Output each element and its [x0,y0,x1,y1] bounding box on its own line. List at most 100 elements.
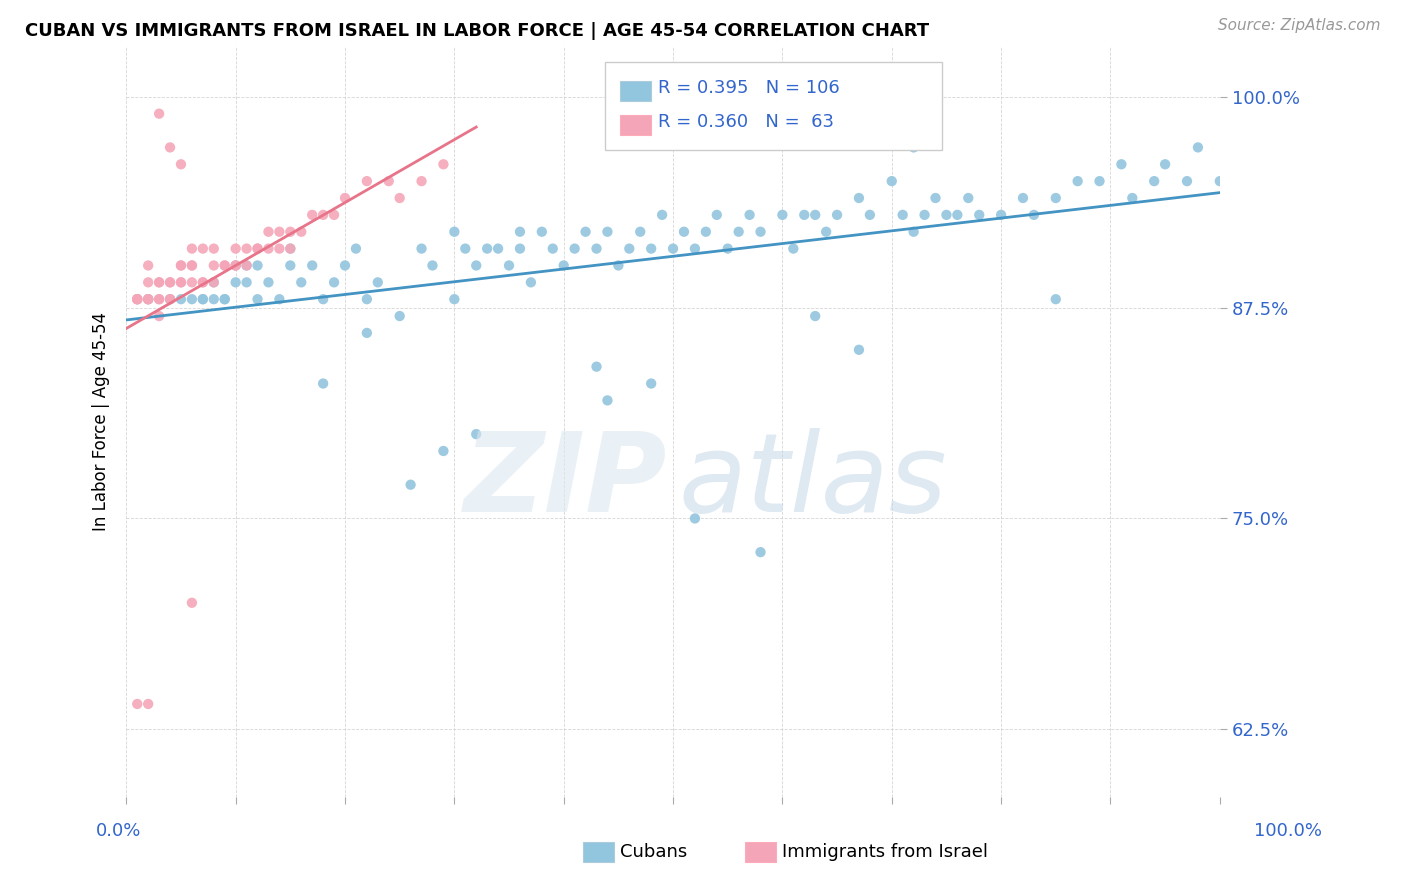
Text: Cubans: Cubans [620,843,688,861]
Point [180,242,202,256]
Point [1121,191,1143,205]
Point [235,259,257,273]
Point [136,697,159,711]
Text: ZIP: ZIP [464,428,668,535]
Point [564,242,586,256]
Point [235,276,257,290]
Point [891,208,914,222]
Point [257,276,280,290]
Point [1012,191,1035,205]
Point [1066,174,1088,188]
Point [127,697,149,711]
Point [136,292,159,306]
Point [127,292,149,306]
Point [880,174,903,188]
Text: 100.0%: 100.0% [1254,822,1322,840]
Point [127,292,149,306]
Point [1045,191,1067,205]
Point [1045,292,1067,306]
Point [202,259,225,273]
Text: 0.0%: 0.0% [96,822,141,840]
Point [148,276,170,290]
Point [465,427,488,442]
Point [170,292,193,306]
Point [170,276,193,290]
Point [301,259,323,273]
Point [170,259,193,273]
Point [225,259,247,273]
Point [191,276,214,290]
Point [848,343,870,357]
Point [136,292,159,306]
Point [825,208,848,222]
Point [651,208,673,222]
Point [628,225,651,239]
Point [202,276,225,290]
Point [804,208,827,222]
Point [191,292,214,306]
Point [148,106,170,120]
Point [1143,174,1166,188]
Point [727,225,749,239]
Point [159,276,181,290]
Point [257,242,280,256]
Point [148,292,170,306]
Point [136,259,159,273]
Point [640,242,662,256]
Point [782,242,804,256]
Point [202,292,225,306]
Point [662,242,685,256]
Point [333,259,356,273]
Point [257,225,280,239]
Point [509,242,531,256]
Point [553,259,575,273]
Point [225,259,247,273]
Point [640,376,662,391]
Point [269,225,291,239]
Point [127,292,149,306]
Point [159,292,181,306]
Point [191,276,214,290]
Point [246,259,269,273]
Point [520,276,543,290]
Point [278,242,301,256]
Point [356,174,378,188]
Point [290,276,312,290]
Point [225,242,247,256]
Point [530,225,553,239]
Point [290,225,312,239]
Point [333,191,356,205]
Point [619,242,641,256]
Point [706,208,728,222]
Point [269,242,291,256]
Point [683,242,706,256]
Point [202,242,225,256]
Point [170,157,193,171]
Point [432,157,454,171]
Point [946,208,969,222]
Point [1175,174,1198,188]
Point [246,242,269,256]
Point [246,292,269,306]
Point [498,259,520,273]
Point [957,191,980,205]
Text: Immigrants from Israel: Immigrants from Israel [782,843,988,861]
Point [180,596,202,610]
Point [903,225,925,239]
Point [170,276,193,290]
Point [465,259,488,273]
Point [815,225,838,239]
Point [136,276,159,290]
Point [596,393,619,408]
Point [717,242,740,256]
Point [202,276,225,290]
Point [367,276,389,290]
Point [180,276,202,290]
Point [443,292,465,306]
Point [269,292,291,306]
Point [278,225,301,239]
Point [159,292,181,306]
Point [159,140,181,154]
Point [903,140,925,154]
Point [148,292,170,306]
